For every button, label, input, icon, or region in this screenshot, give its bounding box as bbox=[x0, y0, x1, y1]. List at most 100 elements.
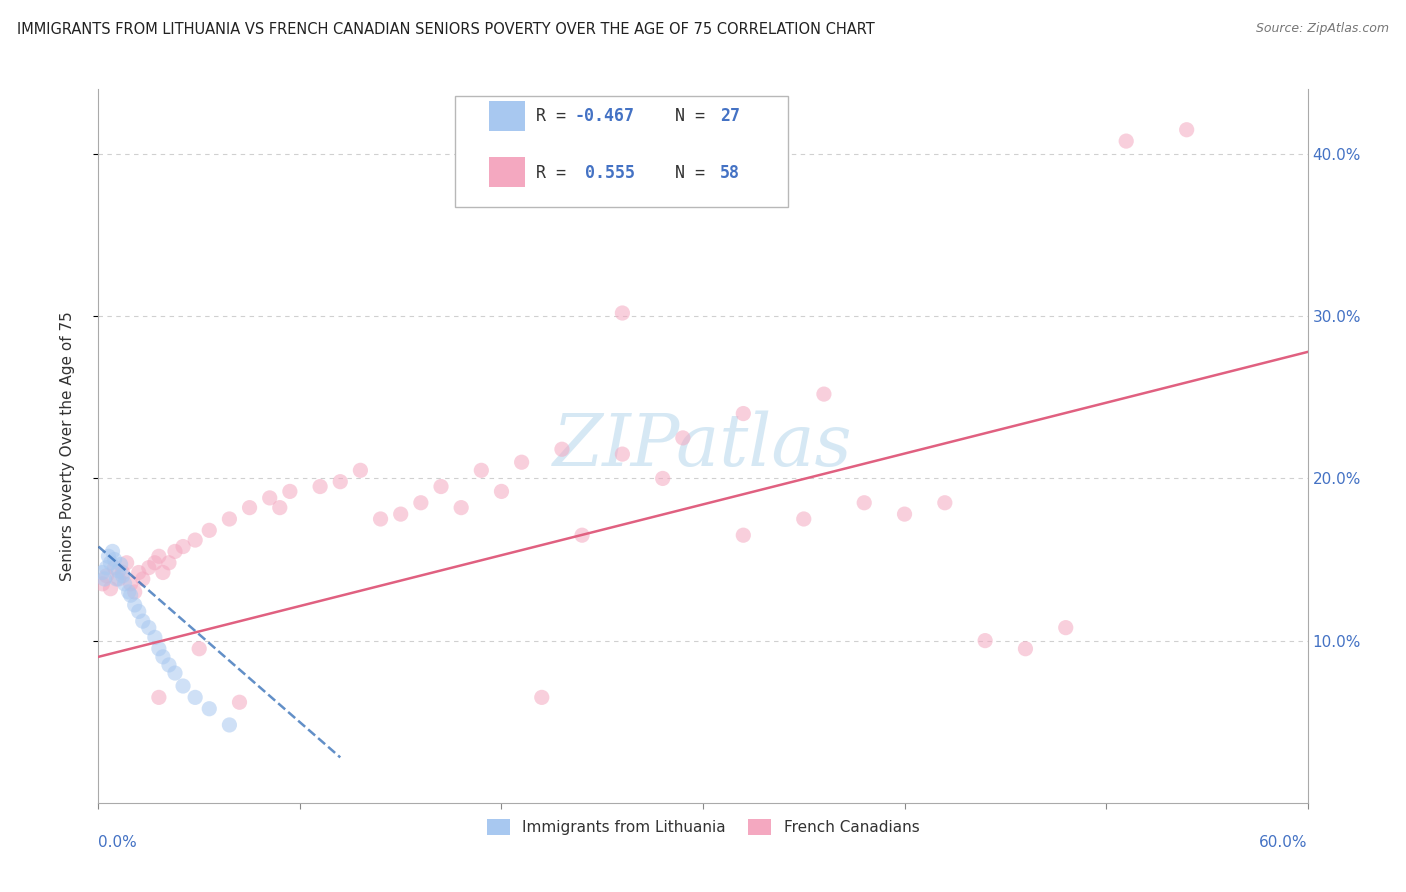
Point bbox=[571, 528, 593, 542]
Text: Source: ZipAtlas.com: Source: ZipAtlas.com bbox=[1256, 22, 1389, 36]
Text: N =: N = bbox=[655, 164, 714, 182]
Point bbox=[259, 491, 281, 505]
Point bbox=[1054, 621, 1077, 635]
Point bbox=[551, 442, 574, 457]
Text: R =: R = bbox=[536, 164, 576, 182]
Point bbox=[329, 475, 352, 489]
Point bbox=[172, 679, 194, 693]
Text: 27: 27 bbox=[720, 107, 740, 125]
Point bbox=[105, 572, 128, 586]
Point bbox=[934, 496, 956, 510]
Point bbox=[107, 564, 129, 578]
Point bbox=[111, 566, 134, 580]
Point bbox=[184, 533, 207, 547]
Point bbox=[530, 690, 553, 705]
Point bbox=[114, 577, 136, 591]
Point bbox=[163, 544, 186, 558]
Point bbox=[450, 500, 472, 515]
Point bbox=[793, 512, 815, 526]
Text: 60.0%: 60.0% bbox=[1260, 835, 1308, 850]
Text: -0.467: -0.467 bbox=[575, 107, 636, 125]
Point bbox=[138, 621, 160, 635]
Point bbox=[389, 507, 412, 521]
Point bbox=[269, 500, 291, 515]
Point bbox=[813, 387, 835, 401]
Point bbox=[510, 455, 533, 469]
Point bbox=[138, 560, 160, 574]
Point bbox=[103, 560, 125, 574]
Point bbox=[132, 572, 155, 586]
Point bbox=[184, 690, 207, 705]
Point bbox=[152, 566, 174, 580]
Text: 0.555: 0.555 bbox=[575, 164, 636, 182]
Point bbox=[188, 641, 211, 656]
Point bbox=[172, 540, 194, 554]
Point bbox=[132, 614, 155, 628]
Point bbox=[152, 649, 174, 664]
Point bbox=[128, 566, 150, 580]
Point bbox=[157, 556, 180, 570]
Legend: Immigrants from Lithuania, French Canadians: Immigrants from Lithuania, French Canadi… bbox=[481, 814, 925, 841]
Point bbox=[163, 666, 186, 681]
Point bbox=[110, 558, 132, 572]
Point bbox=[107, 572, 129, 586]
Point bbox=[409, 496, 432, 510]
Point bbox=[309, 479, 332, 493]
Point bbox=[612, 306, 634, 320]
FancyBboxPatch shape bbox=[456, 96, 787, 207]
Point bbox=[118, 585, 141, 599]
Point bbox=[100, 582, 122, 596]
Point bbox=[148, 641, 170, 656]
Point bbox=[218, 718, 240, 732]
Point bbox=[491, 484, 513, 499]
Point bbox=[157, 657, 180, 672]
Point bbox=[120, 577, 142, 591]
Point bbox=[612, 447, 634, 461]
Point bbox=[115, 556, 138, 570]
Point bbox=[1014, 641, 1036, 656]
Point bbox=[651, 471, 673, 485]
Point bbox=[143, 556, 166, 570]
Point bbox=[100, 556, 122, 570]
Point bbox=[1115, 134, 1137, 148]
Point bbox=[893, 507, 915, 521]
Point bbox=[198, 702, 221, 716]
Point bbox=[278, 484, 301, 499]
Point bbox=[128, 604, 150, 618]
Bar bbox=[489, 157, 526, 187]
Point bbox=[672, 431, 695, 445]
Point bbox=[124, 598, 146, 612]
Point bbox=[218, 512, 240, 526]
Point bbox=[143, 631, 166, 645]
Point bbox=[228, 695, 250, 709]
Point bbox=[103, 552, 125, 566]
Point bbox=[470, 463, 492, 477]
Point bbox=[733, 407, 755, 421]
Point bbox=[91, 577, 114, 591]
Point bbox=[198, 524, 221, 538]
Point bbox=[974, 633, 997, 648]
Point bbox=[430, 479, 453, 493]
Text: 0.0%: 0.0% bbox=[98, 835, 138, 850]
Text: ZIPatlas: ZIPatlas bbox=[553, 410, 853, 482]
Y-axis label: Seniors Poverty Over the Age of 75: Seniors Poverty Over the Age of 75 bbox=[60, 311, 75, 581]
Point bbox=[96, 568, 118, 582]
Point bbox=[101, 544, 124, 558]
Point bbox=[733, 528, 755, 542]
Text: N =: N = bbox=[655, 107, 714, 125]
Point bbox=[1175, 122, 1198, 136]
Point bbox=[148, 690, 170, 705]
Point bbox=[239, 500, 262, 515]
Text: IMMIGRANTS FROM LITHUANIA VS FRENCH CANADIAN SENIORS POVERTY OVER THE AGE OF 75 : IMMIGRANTS FROM LITHUANIA VS FRENCH CANA… bbox=[17, 22, 875, 37]
Text: R =: R = bbox=[536, 107, 576, 125]
Point bbox=[853, 496, 876, 510]
Point bbox=[111, 568, 134, 582]
Point bbox=[120, 588, 142, 602]
Point bbox=[148, 549, 170, 564]
Bar bbox=[489, 101, 526, 130]
Point bbox=[124, 585, 146, 599]
Point bbox=[97, 549, 120, 564]
Point bbox=[96, 560, 118, 574]
Point bbox=[91, 566, 114, 580]
Text: 58: 58 bbox=[720, 164, 740, 182]
